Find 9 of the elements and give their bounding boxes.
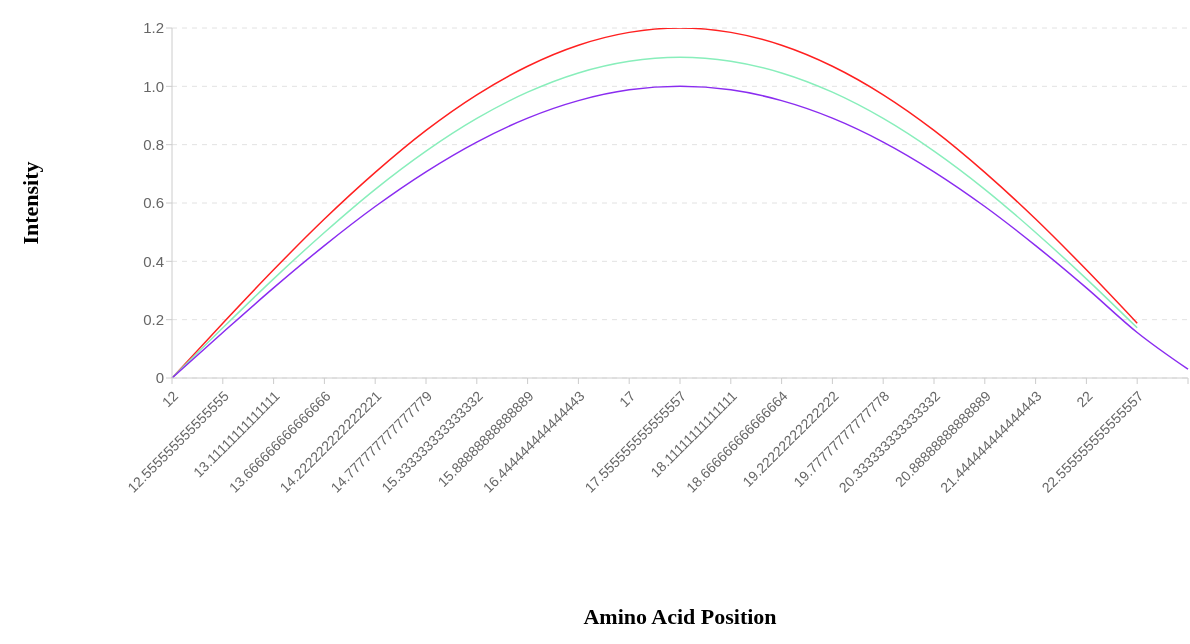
- y-tick-label: 1.2: [143, 19, 164, 37]
- y-tick-label: 0.4: [143, 252, 164, 270]
- y-axis-title: Intensity: [17, 161, 43, 245]
- y-tick-label: 0.6: [143, 194, 164, 212]
- x-axis-title: Amino Acid Position: [583, 604, 777, 629]
- y-tick-label: 0: [155, 369, 164, 387]
- y-tick-label: 1.0: [143, 77, 164, 95]
- y-tick-label: 0.2: [143, 310, 164, 328]
- y-tick-label: 0.8: [143, 135, 164, 153]
